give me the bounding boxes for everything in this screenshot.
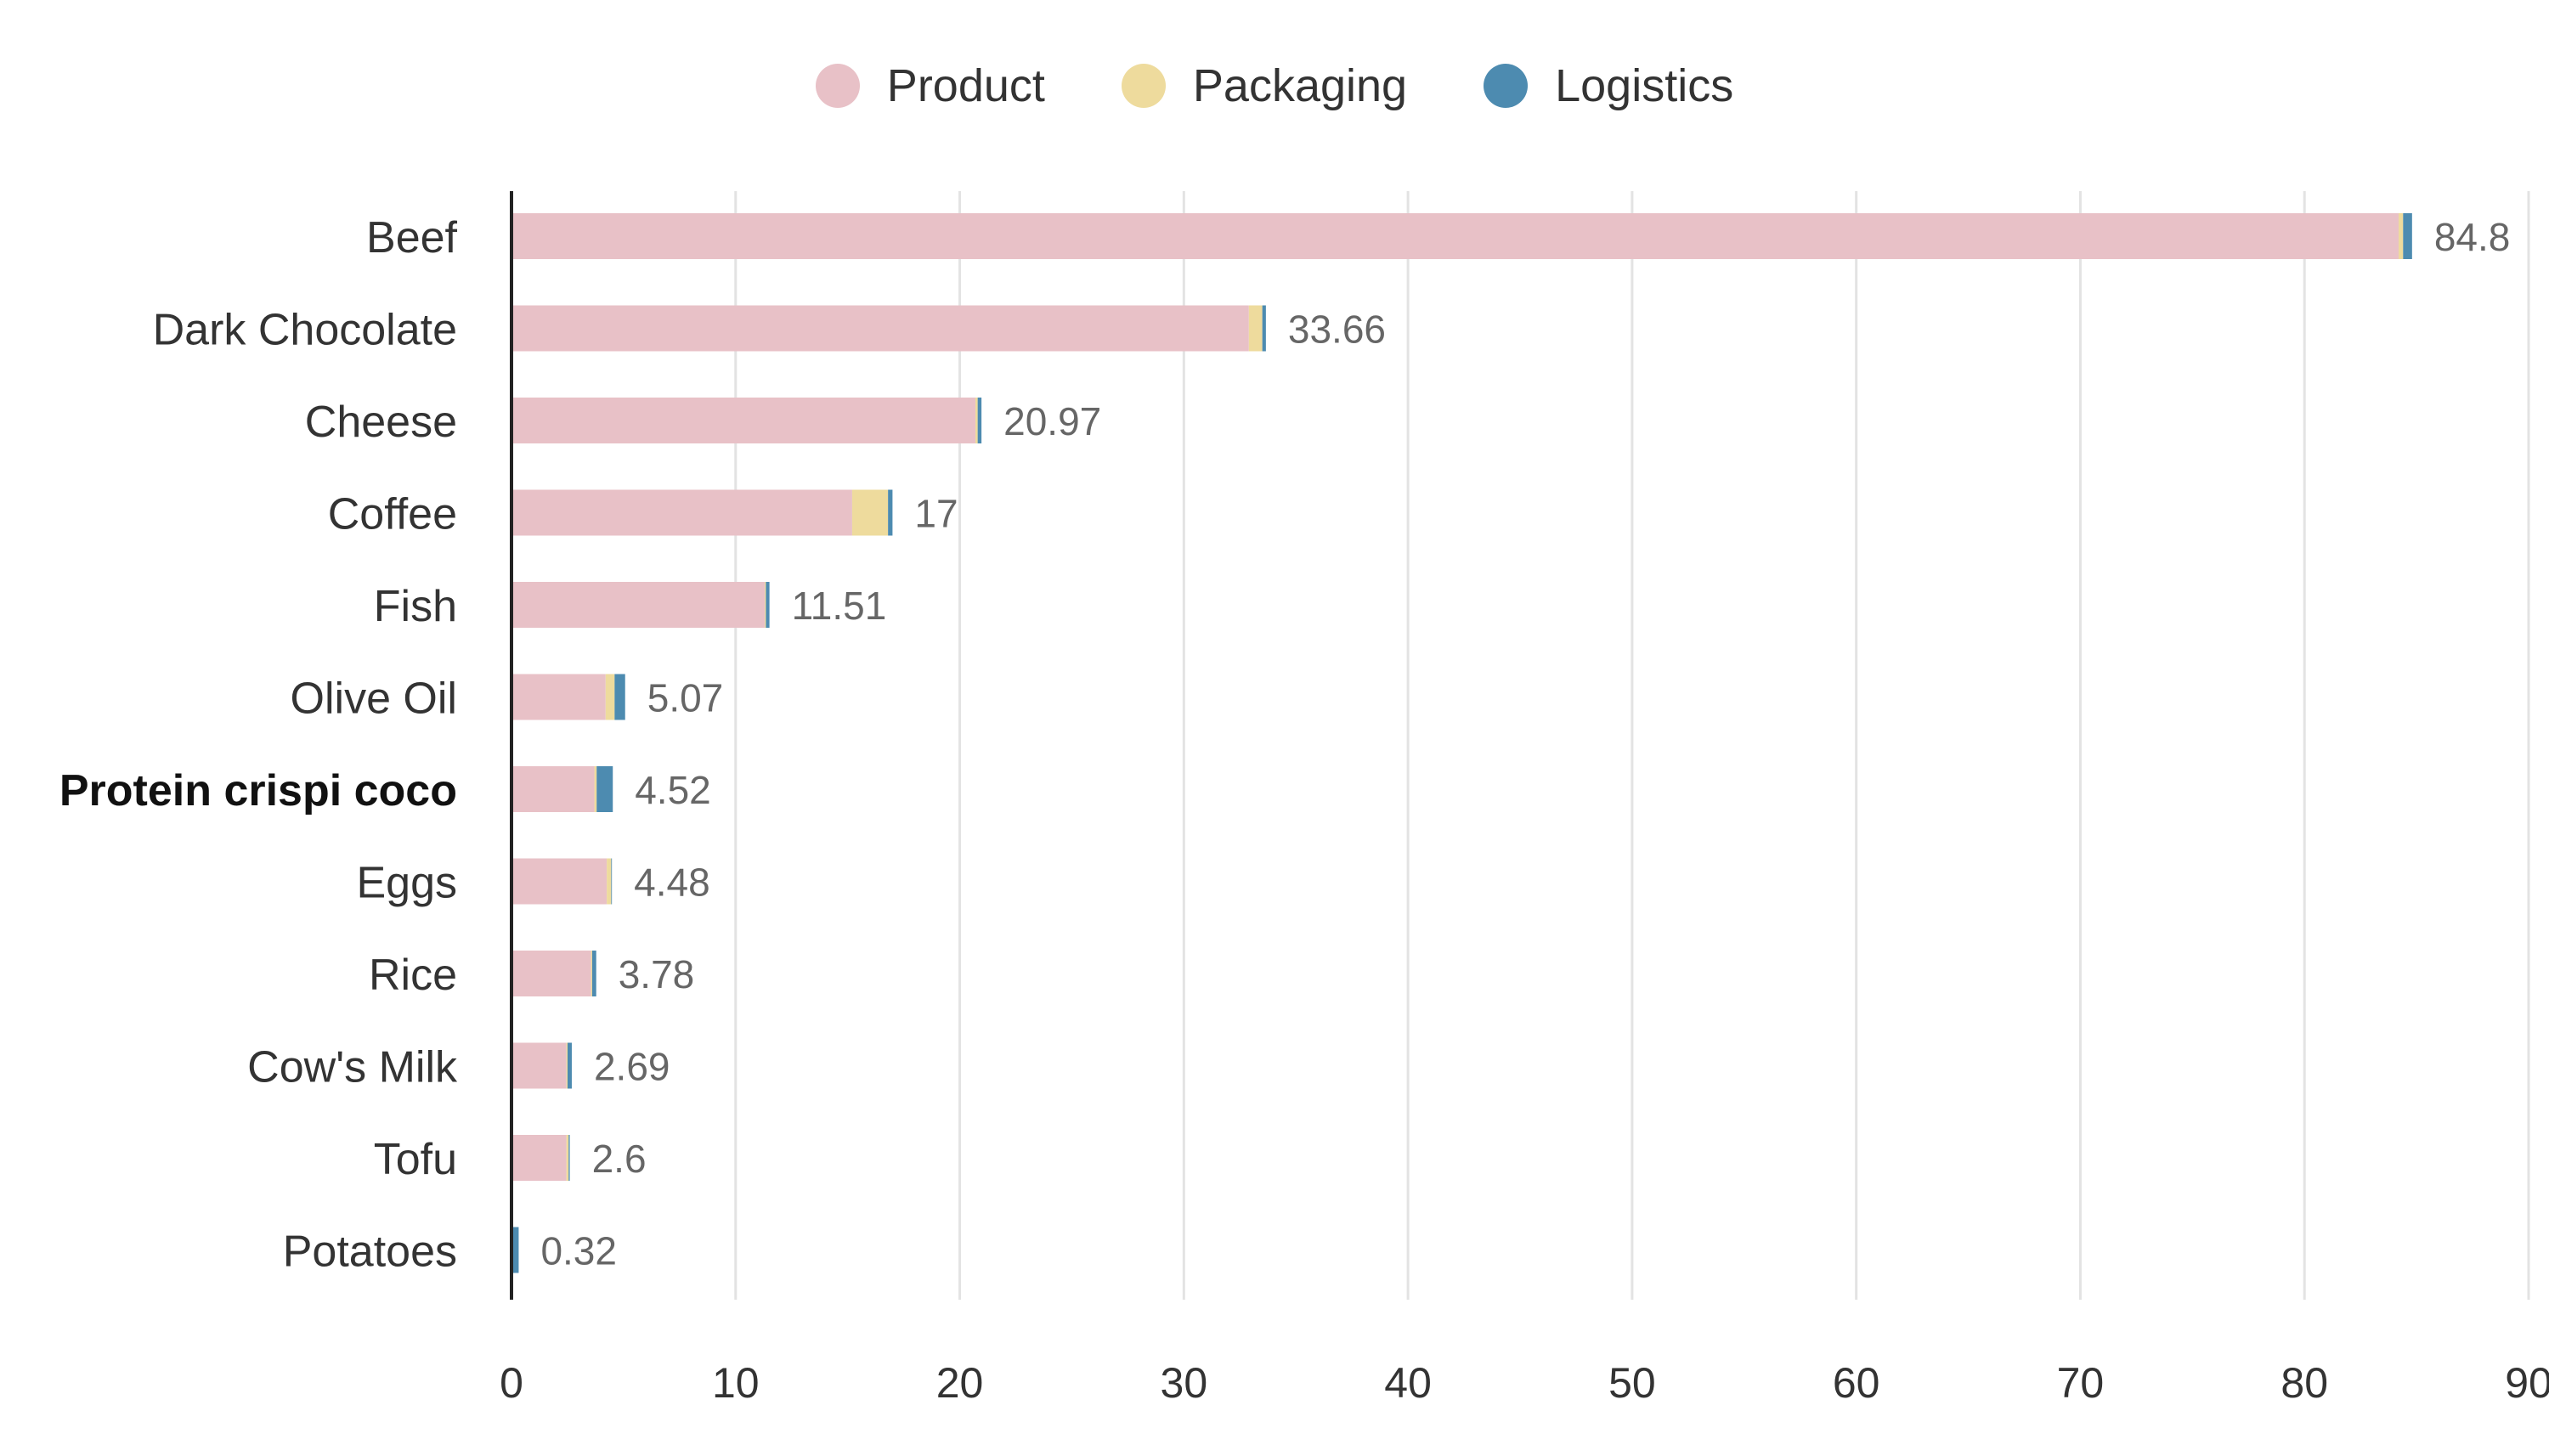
y-tick-label-tofu: Tofu [374, 1135, 457, 1184]
data-label-fish: 11.51 [792, 584, 887, 628]
bar-dark-chocolate-product [511, 305, 1249, 352]
bar-dark-chocolate-logistics [1262, 305, 1266, 352]
legend-item-logistics[interactable]: Logistics [1484, 59, 1733, 112]
bar-cow-s-milk-product [511, 1042, 567, 1089]
bar-cow-s-milk-packaging [566, 1042, 568, 1089]
x-tick-label-10: 10 [712, 1359, 760, 1407]
bar-fish-product [511, 582, 766, 628]
data-label-potatoes: 0.32 [540, 1229, 617, 1273]
bar-eggs-packaging [607, 858, 612, 905]
bar-olive-oil-product [511, 674, 606, 720]
x-tick-label-80: 80 [2281, 1359, 2328, 1407]
data-label-cow-s-milk: 2.69 [594, 1045, 670, 1089]
y-tick-label-rice: Rice [369, 951, 457, 1000]
data-label-protein-crispi-coco: 4.52 [635, 768, 711, 812]
bar-olive-oil-logistics [614, 674, 625, 720]
data-label-coffee: 17 [914, 492, 958, 536]
data-label-eggs: 4.48 [634, 861, 710, 905]
bar-cheese-logistics [977, 398, 982, 443]
y-tick-label-potatoes: Potatoes [283, 1227, 457, 1277]
bar-coffee-product [511, 489, 852, 536]
x-tick-label-90: 90 [2505, 1359, 2549, 1407]
y-tick-label-coffee: Coffee [328, 490, 457, 539]
y-tick-label-cheese: Cheese [305, 398, 457, 447]
legend-item-product[interactable]: Product [815, 59, 1045, 112]
data-label-tofu: 2.6 [592, 1137, 647, 1181]
x-tick-label-30: 30 [1161, 1359, 1208, 1407]
bar-rice-logistics [591, 951, 596, 996]
bar-olive-oil-packaging [605, 674, 615, 720]
bar-beef-packaging [2399, 213, 2404, 259]
x-tick-label-60: 60 [1833, 1359, 1880, 1407]
bar-coffee-packaging [851, 489, 889, 536]
legend-swatch-packaging [1121, 64, 1166, 108]
bar-fish-logistics [766, 582, 770, 628]
data-label-dark-chocolate: 33.66 [1288, 308, 1386, 352]
bar-tofu-packaging [566, 1135, 569, 1181]
data-label-olive-oil: 5.07 [647, 676, 724, 720]
bar-eggs-logistics [611, 858, 613, 905]
bar-dark-chocolate-packaging [1248, 305, 1263, 352]
data-label-cheese: 20.97 [1003, 399, 1101, 443]
y-tick-label-protein-crispi-coco: Protein crispi coco [59, 766, 457, 815]
y-tick-label-olive-oil: Olive Oil [291, 674, 457, 724]
legend-label-product: Product [886, 60, 1045, 111]
bar-fish-packaging [765, 582, 766, 628]
x-tick-label-40: 40 [1384, 1359, 1432, 1407]
bar-cheese-packaging [975, 398, 978, 443]
bar-protein-crispi-coco-packaging [594, 766, 597, 812]
data-label-beef: 84.8 [2434, 215, 2511, 259]
bar-cheese-product [511, 398, 976, 443]
y-tick-label-fish: Fish [374, 582, 457, 631]
bar-potatoes-logistics [511, 1227, 519, 1273]
x-tick-label-20: 20 [936, 1359, 984, 1407]
x-tick-label-50: 50 [1608, 1359, 1656, 1407]
y-tick-label-eggs: Eggs [356, 859, 457, 908]
x-tick-label-70: 70 [2057, 1359, 2105, 1407]
bar-protein-crispi-coco-product [511, 766, 595, 812]
bar-rice-product [511, 951, 591, 996]
bar-eggs-product [511, 858, 608, 905]
legend: Product Packaging Logistics [0, 59, 2549, 112]
legend-item-packaging[interactable]: Packaging [1121, 59, 1408, 112]
y-tick-label-dark-chocolate: Dark Chocolate [153, 306, 457, 355]
bar-protein-crispi-coco-logistics [596, 766, 613, 812]
bar-coffee-logistics [888, 489, 893, 536]
bar-beef-logistics [2403, 213, 2412, 259]
data-label-rice: 3.78 [619, 952, 695, 996]
bar-beef-product [511, 213, 2399, 259]
legend-swatch-logistics [1484, 64, 1529, 108]
bar-tofu-product [511, 1135, 567, 1181]
bar-cow-s-milk-logistics [567, 1042, 572, 1089]
legend-label-packaging: Packaging [1192, 60, 1408, 111]
legend-label-logistics: Logistics [1555, 60, 1734, 111]
bar-tofu-logistics [568, 1135, 570, 1181]
bar-rice-packaging [591, 951, 592, 996]
y-tick-label-beef: Beef [366, 213, 458, 262]
y-tick-label-cow-s-milk: Cow's Milk [247, 1043, 458, 1092]
legend-swatch-product [815, 64, 860, 108]
x-tick-label-0: 0 [500, 1359, 523, 1407]
